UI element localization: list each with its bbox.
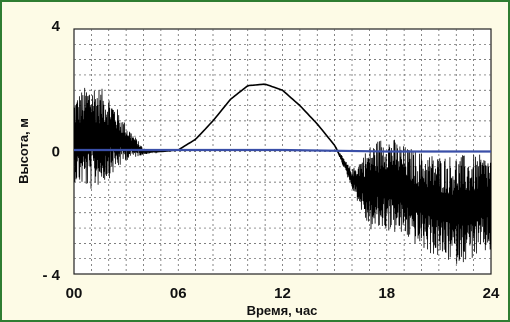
series-group bbox=[73, 83, 492, 264]
y-tick-labels: 4 0 - 4 bbox=[42, 18, 60, 284]
grid bbox=[74, 29, 491, 274]
series-line-record-core bbox=[73, 83, 492, 211]
x-tick-label: 18 bbox=[378, 285, 395, 302]
series-line-blue bbox=[74, 148, 491, 153]
y-tick-label: 4 bbox=[52, 18, 61, 35]
x-tick-label: 06 bbox=[170, 285, 187, 302]
y-tick-label: - 4 bbox=[42, 267, 60, 284]
chart: 00 06 12 18 24 4 0 - 4 Время, час Высота, м bbox=[16, 18, 500, 318]
y-axis-title: Высота, м bbox=[16, 118, 31, 184]
y-tick-label: 0 bbox=[52, 144, 60, 161]
x-tick-label: 24 bbox=[483, 285, 500, 302]
x-tick-label: 12 bbox=[274, 285, 291, 302]
x-axis-title: Время, час bbox=[247, 303, 318, 318]
x-tick-labels: 00 06 12 18 24 bbox=[66, 285, 500, 302]
x-tick-label: 00 bbox=[66, 285, 83, 302]
